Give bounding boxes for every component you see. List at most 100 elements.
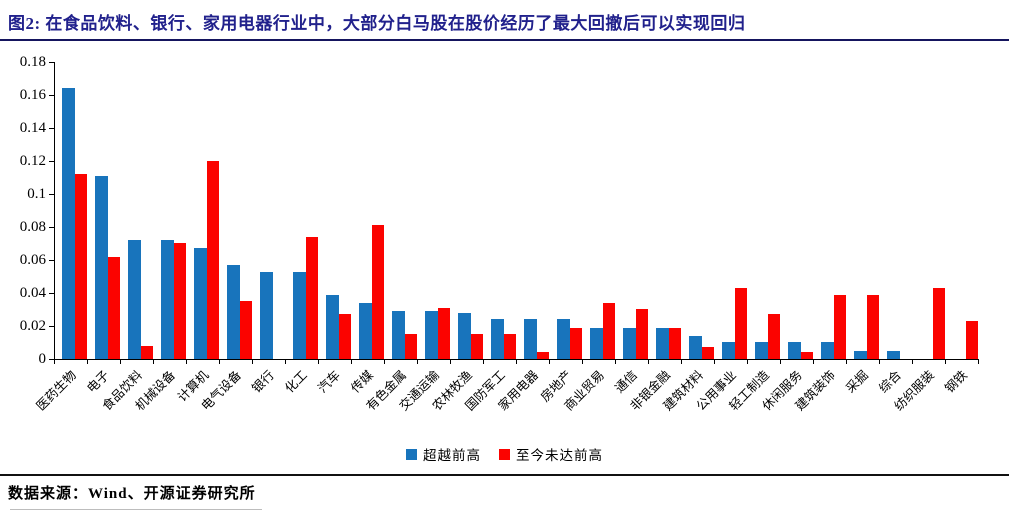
bar-blue <box>557 319 570 359</box>
bar-red <box>701 347 714 359</box>
x-axis-tick <box>681 360 682 364</box>
bar-blue <box>95 176 108 359</box>
x-axis-tick <box>615 360 616 364</box>
x-axis-tick <box>714 360 715 364</box>
x-axis-tick <box>483 360 484 364</box>
bar-blue <box>260 272 273 359</box>
bar-red <box>74 174 87 359</box>
legend-label: 超越前高 <box>423 448 481 463</box>
bar-red <box>470 334 483 359</box>
y-axis-tick <box>49 326 54 327</box>
x-axis-tick <box>54 360 55 364</box>
bar-red <box>503 334 516 359</box>
y-axis-tick <box>49 293 54 294</box>
bar-red <box>767 314 780 359</box>
x-axis-tick <box>450 360 451 364</box>
bar-red <box>866 295 879 359</box>
legend-swatch-blue <box>406 448 417 460</box>
y-axis-tick <box>49 359 54 360</box>
y-axis-tick <box>49 194 54 195</box>
x-axis-tick <box>252 360 253 364</box>
bar-red <box>107 257 120 359</box>
x-axis-tick <box>549 360 550 364</box>
y-axis-tick <box>49 227 54 228</box>
x-axis-tick <box>582 360 583 364</box>
x-category-label: 传媒 <box>348 368 377 396</box>
x-category-label: 综合 <box>876 368 905 396</box>
bar-red <box>338 314 351 359</box>
bar-red <box>437 308 450 359</box>
bar-blue <box>326 295 339 359</box>
x-category-label: 银行 <box>249 368 278 396</box>
x-axis-tick <box>813 360 814 364</box>
x-axis-tick <box>120 360 121 364</box>
bar-blue <box>392 311 405 359</box>
x-axis-tick <box>318 360 319 364</box>
bottom-faint-rule <box>10 509 262 510</box>
bar-red <box>305 237 318 359</box>
bar-blue <box>128 240 141 359</box>
bar-red <box>536 352 549 359</box>
bar-red <box>239 301 252 359</box>
bar-red <box>965 321 978 359</box>
bar-blue <box>887 351 900 359</box>
y-axis-tick-label: 0 <box>38 351 47 367</box>
bar-red <box>206 161 219 359</box>
x-category-label: 电子 <box>84 368 113 396</box>
y-axis-tick <box>49 62 54 63</box>
y-axis-tick-label: 0.08 <box>19 219 46 235</box>
x-axis-tick <box>516 360 517 364</box>
bar-red <box>140 346 153 359</box>
figure-title: 图2: 在食品饮料、银行、家用电器行业中，大部分白马股在股价经历了最大回撤后可以… <box>8 14 746 33</box>
y-axis-tick-label: 0.1 <box>27 186 46 202</box>
bar-red <box>602 303 615 359</box>
y-axis-tick-label: 0.16 <box>19 87 46 103</box>
x-axis-tick <box>285 360 286 364</box>
bar-blue <box>425 311 438 359</box>
x-category-label: 汽车 <box>315 368 344 396</box>
data-source-note: 数据来源：Wind、开源证券研究所 <box>8 486 256 502</box>
x-category-label: 钢铁 <box>942 368 971 396</box>
x-axis-tick <box>978 360 979 364</box>
y-axis-tick-label: 0.06 <box>19 252 46 268</box>
x-axis-tick <box>912 360 913 364</box>
y-axis-tick <box>49 260 54 261</box>
x-axis-line <box>53 359 979 360</box>
bar-blue <box>821 342 834 359</box>
legend-swatch-red <box>499 448 510 460</box>
y-axis-tick-label: 0.14 <box>19 120 46 136</box>
x-category-label: 化工 <box>282 368 311 396</box>
bar-blue <box>194 248 207 359</box>
x-axis-tick <box>780 360 781 364</box>
bar-red <box>173 243 186 359</box>
y-axis-tick <box>49 128 54 129</box>
legend-label: 至今未达前高 <box>516 448 603 463</box>
y-axis-tick-label: 0.04 <box>19 285 46 301</box>
bar-blue <box>293 272 306 359</box>
bar-red <box>668 328 681 359</box>
bar-red <box>569 328 582 359</box>
bar-blue <box>854 351 867 359</box>
y-axis-tick-label: 0.18 <box>19 54 46 70</box>
x-axis-tick <box>648 360 649 364</box>
bar-blue <box>656 328 669 359</box>
bar-blue <box>755 342 768 359</box>
bar-blue <box>722 342 735 359</box>
y-axis-tick <box>49 95 54 96</box>
bar-blue <box>359 303 372 359</box>
bar-red <box>734 288 747 359</box>
x-axis-tick <box>186 360 187 364</box>
bar-blue <box>62 88 75 359</box>
x-axis-tick <box>219 360 220 364</box>
bar-blue <box>161 240 174 359</box>
y-axis-tick-label: 0.02 <box>19 318 46 334</box>
x-axis-tick <box>384 360 385 364</box>
x-axis-tick <box>879 360 880 364</box>
legend-item-exceeded-prior-high: 超越前高 <box>406 444 481 464</box>
bar-blue <box>227 265 240 359</box>
chart-legend: 超越前高 至今未达前高 <box>0 444 1009 464</box>
bar-red <box>833 295 846 359</box>
x-category-label: 医药生物 <box>34 368 80 414</box>
bar-blue <box>524 319 537 359</box>
